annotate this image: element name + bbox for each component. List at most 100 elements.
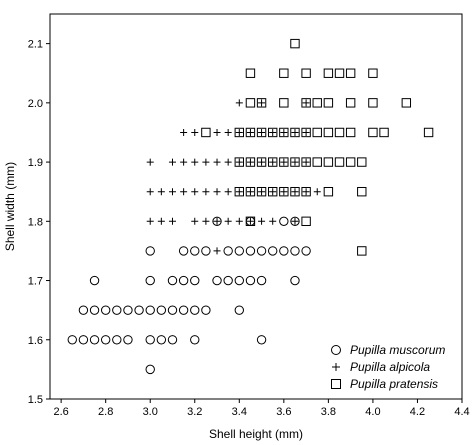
x-axis-label: Shell height (mm) (209, 427, 303, 441)
point-square-25 (234, 127, 244, 138)
point-square-14 (256, 157, 267, 167)
legend-circle-icon (331, 345, 341, 355)
point-square-46 (368, 98, 378, 108)
point-plus-21 (235, 188, 243, 196)
point-plus-38 (258, 158, 266, 166)
point-circle-31 (223, 275, 233, 286)
point-square-55 (290, 38, 300, 49)
point-circle-34 (256, 275, 267, 286)
point-plus-46 (224, 128, 232, 136)
point-square-13 (245, 157, 256, 167)
point-plus-31 (180, 158, 188, 166)
legend-plus-icon (332, 363, 340, 371)
point-square-29 (279, 127, 289, 138)
point-plus-44 (191, 128, 199, 136)
legend-label-alpicola: Pupilla alpicola (350, 360, 430, 374)
point-circle-17 (134, 305, 144, 315)
point-square-43 (312, 98, 322, 108)
y-tick-label-2: 1.7 (28, 276, 43, 288)
y-tick-label-5: 2.0 (28, 98, 43, 110)
point-plus-10 (258, 217, 266, 225)
point-circle-23 (201, 305, 211, 315)
point-square-30 (290, 127, 300, 138)
point-plus-14 (157, 188, 165, 196)
point-square-11 (357, 186, 367, 197)
point-square-8 (290, 186, 300, 197)
point-circle-32 (234, 275, 244, 286)
point-plus-53 (302, 128, 310, 136)
point-plus-40 (280, 158, 288, 166)
point-plus-35 (224, 158, 232, 166)
y-axis-ticks: 1.5 1.6 1.7 1.8 1.9 2.0 2.1 (28, 39, 50, 406)
point-plus-56 (302, 99, 310, 107)
point-circle-25 (89, 275, 100, 286)
point-circle-14 (100, 305, 111, 315)
point-square-42 (301, 98, 311, 108)
point-circle-36 (145, 246, 155, 256)
point-plus-27 (302, 188, 310, 196)
point-circle-43 (256, 246, 267, 256)
point-circle-9 (167, 335, 178, 345)
point-square-16 (279, 157, 289, 167)
point-square-6 (268, 186, 278, 197)
point-plus-12 (291, 217, 299, 225)
point-square-7 (279, 186, 289, 197)
point-square-23 (357, 157, 367, 167)
point-circle-12 (78, 305, 89, 315)
point-square-24 (201, 127, 211, 138)
point-square-22 (345, 157, 356, 167)
point-plus-25 (280, 188, 288, 196)
point-square-41 (279, 98, 289, 108)
point-square-36 (368, 127, 378, 138)
point-plus-42 (302, 158, 310, 166)
point-square-50 (301, 68, 311, 78)
plot-frame (49, 13, 463, 400)
point-plus-50 (269, 128, 277, 136)
point-square-31 (301, 127, 311, 138)
point-plus-20 (224, 188, 232, 196)
point-plus-19 (213, 188, 221, 196)
point-plus-2 (157, 217, 165, 225)
point-square-18 (301, 157, 311, 167)
point-plus-30 (168, 158, 176, 166)
point-plus-13 (146, 188, 154, 196)
point-square-2 (301, 216, 311, 227)
point-square-44 (323, 98, 334, 108)
point-circle-3 (89, 335, 100, 345)
point-plus-15 (168, 188, 176, 196)
point-circle-18 (145, 305, 155, 315)
point-plus-23 (258, 188, 266, 196)
point-plus-32 (191, 158, 199, 166)
point-square-39 (245, 98, 256, 108)
point-circle-45 (279, 246, 289, 256)
point-circle-21 (178, 305, 189, 315)
point-square-51 (323, 68, 334, 78)
plot-area: 2.6 2.8 3.0 3.2 3.4 3.6 3.8 4.0 4.2 4.4 1.5 1.6 1.7… (28, 13, 470, 418)
x-tick-label-6: 3.8 (321, 406, 336, 418)
point-circle-19 (156, 305, 167, 315)
point-plus-43 (180, 128, 188, 136)
point-square-37 (379, 127, 389, 138)
legend-square-icon (331, 379, 341, 389)
y-axis-label: Shell width (mm) (3, 162, 17, 251)
point-plus-29 (146, 158, 154, 166)
point-square-26 (245, 127, 256, 138)
y-tick-label-4: 1.9 (28, 157, 43, 169)
point-square-32 (312, 127, 322, 138)
point-square-35 (345, 127, 356, 138)
point-circle-47 (301, 246, 311, 256)
y-tick-label-0: 1.5 (28, 394, 43, 406)
point-square-21 (334, 157, 345, 167)
point-circle-49 (212, 216, 222, 227)
point-plus-22 (246, 188, 254, 196)
point-circle-22 (190, 305, 200, 315)
point-plus-34 (213, 158, 221, 166)
point-circle-41 (234, 246, 244, 256)
point-square-27 (256, 127, 267, 138)
point-square-17 (290, 157, 300, 167)
point-circle-48 (279, 216, 289, 227)
point-plus-54 (235, 99, 243, 107)
point-square-48 (245, 68, 256, 78)
point-square-54 (368, 68, 378, 78)
